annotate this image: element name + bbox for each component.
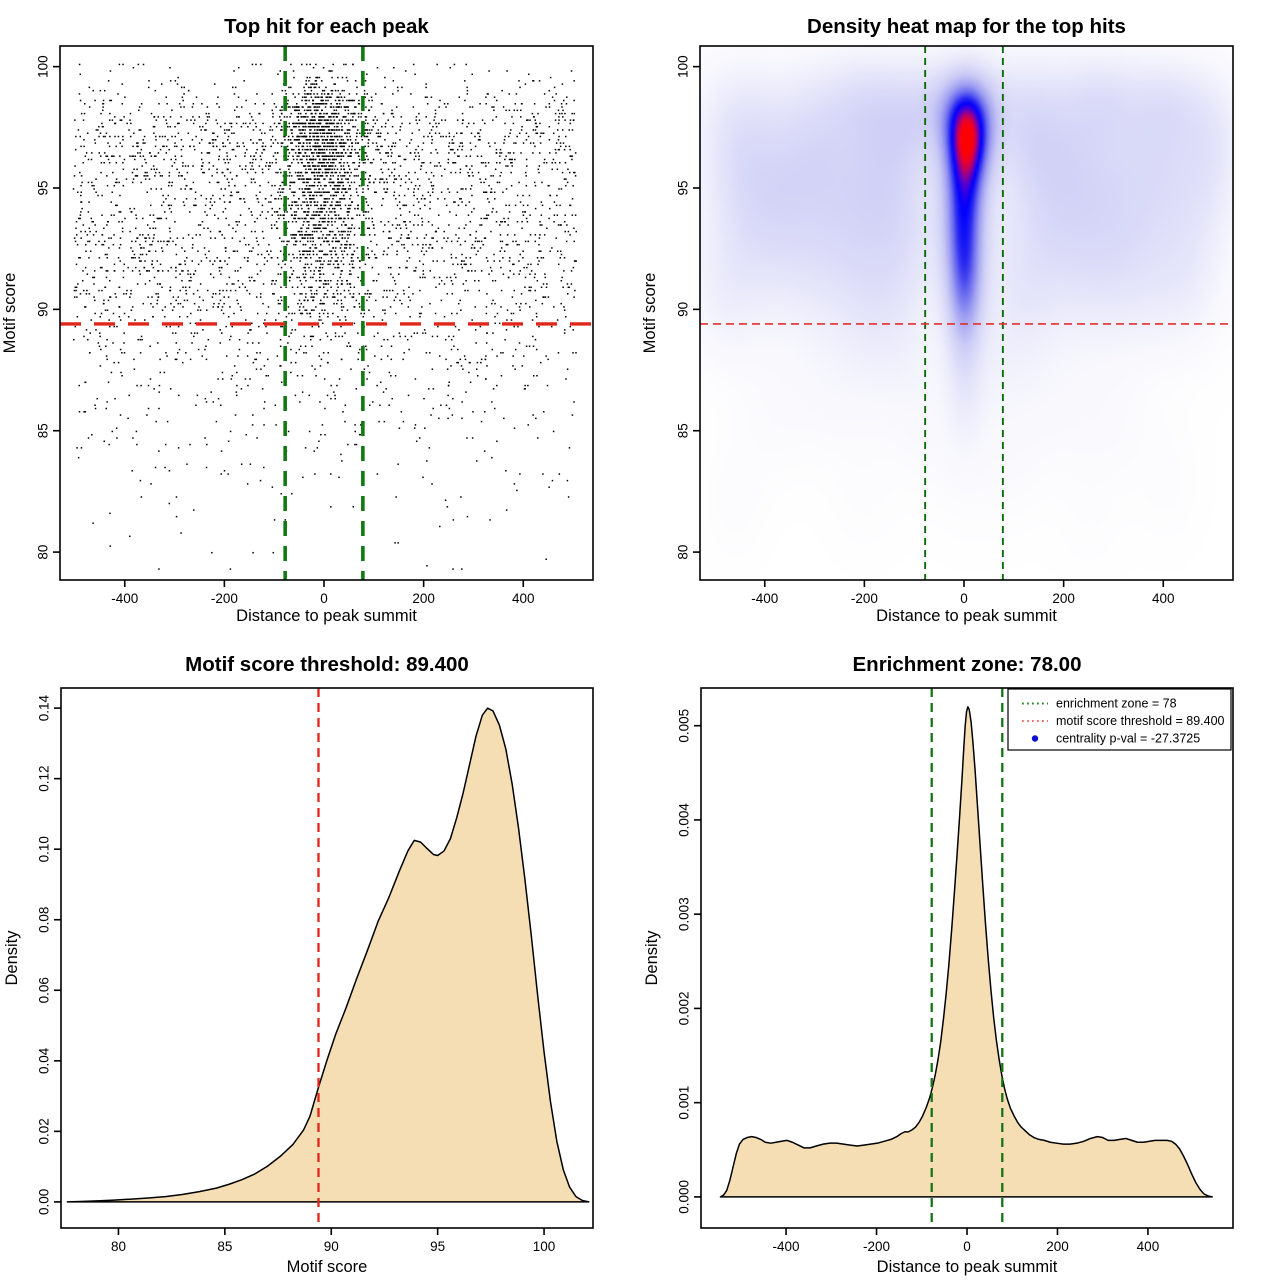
y-axis-label: Density: [643, 930, 661, 986]
x-axis-label: Motif score: [287, 1258, 368, 1276]
y-tick-label: 0.00: [37, 1189, 52, 1215]
x-tick-label: 0: [960, 591, 968, 606]
y-tick-label: 85: [676, 423, 691, 438]
legend-item-label: motif score threshold = 89.400: [1056, 714, 1225, 728]
legend-item-label: centrality p-val = -27.3725: [1056, 732, 1200, 746]
axes: -400 -200 0 200 400 80 85 90 95 100: [36, 45, 594, 606]
y-tick-label: 0.002: [677, 992, 692, 1026]
y-tick-label: 0.003: [677, 897, 692, 931]
x-tick-label: 100: [533, 1239, 556, 1254]
plot-frame: [59, 45, 594, 581]
y-tick-label: 0.04: [37, 1047, 52, 1074]
plot-area: [66, 688, 590, 1228]
panel-density-heatmap: Density heat map for the top hits Distan…: [640, 0, 1280, 640]
legend-point-symbol: [1031, 735, 1039, 742]
axes: 80 85 90 95 100 0.00 0.02 0.04 0.06 0.08 0.10 0.12 0…: [37, 687, 594, 1254]
y-axis-label: Motif score: [641, 273, 659, 354]
plot-frame: [699, 45, 1234, 581]
x-tick-label: -400: [773, 1239, 800, 1254]
y-tick-label: 0.14: [37, 694, 52, 721]
y-tick-label: 0.10: [37, 836, 52, 862]
panel-title: Enrichment zone: 78.00: [853, 653, 1082, 676]
panel-title: Density heat map for the top hits: [807, 15, 1126, 38]
y-tick-label: 0.12: [37, 766, 52, 792]
plot-area: [60, 46, 593, 580]
x-tick-label: -400: [751, 591, 778, 606]
y-tick-label: 0.005: [677, 709, 692, 743]
x-tick-label: 400: [512, 591, 535, 606]
legend-box: [1007, 688, 1232, 751]
legend-item-label: enrichment zone = 78: [1056, 697, 1177, 711]
x-tick-label: 85: [217, 1239, 232, 1254]
x-tick-label: 200: [412, 591, 435, 606]
panel-title: Top hit for each peak: [224, 15, 429, 38]
x-tick-label: 200: [1046, 1239, 1069, 1254]
y-tick-label: 80: [36, 545, 51, 560]
panel-distance-density: Enrichment zone: 78.00 Distance to peak …: [640, 640, 1280, 1280]
y-tick-label: 0.06: [37, 977, 52, 1003]
x-tick-label: 90: [324, 1239, 339, 1254]
y-tick-label: 85: [36, 423, 51, 438]
x-tick-label: 0: [963, 1239, 971, 1254]
y-tick-label: 0.08: [37, 907, 52, 933]
density-curve: [719, 706, 1213, 1198]
x-tick-label: 200: [1052, 591, 1075, 606]
plot-area: [719, 688, 1213, 1228]
panel-motif-score-density: Motif score threshold: 89.400 Motif scor…: [0, 640, 640, 1280]
x-tick-label: -200: [211, 591, 238, 606]
panel-title: Motif score threshold: 89.400: [185, 653, 469, 676]
x-axis-label: Distance to peak summit: [877, 1258, 1058, 1276]
plot-area: [700, 46, 1233, 580]
legend: enrichment zone = 78 motif score threshol…: [1007, 688, 1232, 751]
density-heatmap-canvas: [700, 46, 1233, 580]
x-axis-label: Distance to peak summit: [236, 607, 417, 625]
y-tick-label: 90: [676, 302, 691, 317]
plot-frame: [60, 687, 594, 1229]
y-tick-label: 100: [676, 55, 691, 78]
y-axis-label: Motif score: [1, 273, 19, 354]
y-tick-label: 80: [676, 545, 691, 560]
y-axis-label: Density: [3, 930, 21, 986]
y-tick-label: 95: [676, 180, 691, 195]
x-tick-label: -200: [851, 591, 878, 606]
x-tick-label: 80: [111, 1239, 126, 1254]
y-tick-label: 0.02: [37, 1118, 52, 1144]
x-tick-label: 400: [1152, 591, 1175, 606]
density-curve: [66, 707, 590, 1203]
y-tick-label: 90: [36, 302, 51, 317]
x-tick-label: -400: [111, 591, 138, 606]
y-tick-label: 0.004: [677, 803, 692, 837]
axes: -400 -200 0 200 400 80 85 90 95 100: [676, 45, 1234, 606]
y-tick-label: 95: [36, 180, 51, 195]
y-tick-label: 0.001: [677, 1086, 692, 1120]
x-tick-label: 400: [1137, 1239, 1160, 1254]
x-axis-label: Distance to peak summit: [876, 607, 1057, 625]
x-tick-label: 95: [430, 1239, 445, 1254]
axes: -400 -200 0 200 400 0.000 0.001 0.002 0.003 0.004…: [677, 687, 1234, 1254]
scatter-points-canvas: [60, 46, 593, 580]
y-tick-label: 100: [36, 55, 51, 78]
y-tick-label: 0.000: [677, 1180, 692, 1214]
panel-top-hit-scatter: Top hit for each peak Distance to peak s…: [0, 0, 640, 640]
x-tick-label: -200: [863, 1239, 890, 1254]
x-tick-label: 0: [320, 591, 328, 606]
